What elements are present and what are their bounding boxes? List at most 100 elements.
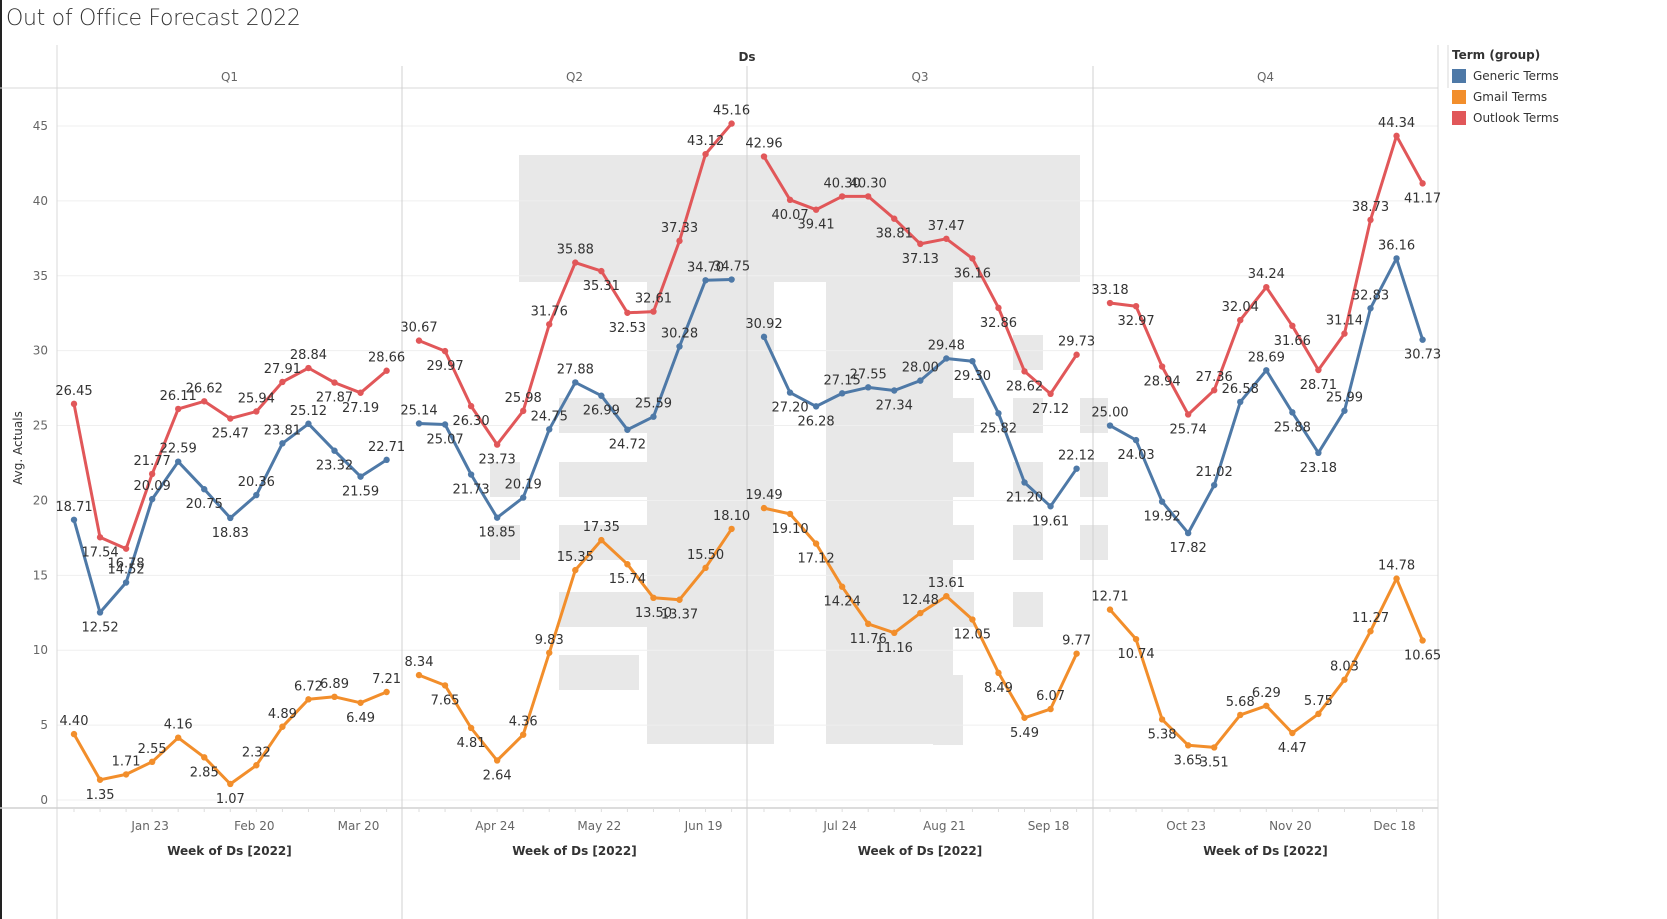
data-point[interactable] bbox=[598, 392, 605, 399]
data-point[interactable] bbox=[331, 447, 338, 454]
data-point[interactable] bbox=[227, 780, 234, 788]
data-point[interactable] bbox=[357, 389, 364, 396]
data-point[interactable] bbox=[676, 596, 683, 603]
data-point[interactable] bbox=[1132, 436, 1140, 444]
data-point[interactable] bbox=[1263, 367, 1270, 374]
data-point[interactable] bbox=[467, 402, 475, 410]
data-point[interactable] bbox=[1021, 714, 1028, 721]
data-point[interactable] bbox=[383, 456, 390, 464]
data-point[interactable] bbox=[624, 426, 631, 433]
data-point[interactable] bbox=[1341, 330, 1348, 337]
data-point[interactable] bbox=[201, 486, 208, 493]
data-point[interactable] bbox=[1419, 180, 1426, 187]
legend-item-generic-terms[interactable]: Generic Terms bbox=[1452, 65, 1559, 86]
data-point[interactable] bbox=[891, 629, 898, 637]
data-point[interactable] bbox=[760, 504, 768, 512]
data-point[interactable] bbox=[175, 405, 182, 413]
data-point[interactable] bbox=[1073, 465, 1080, 472]
data-point[interactable] bbox=[1158, 716, 1166, 723]
data-point[interactable] bbox=[1393, 575, 1400, 582]
data-point[interactable] bbox=[148, 495, 156, 503]
data-point[interactable] bbox=[1263, 283, 1270, 291]
data-point[interactable] bbox=[1106, 606, 1114, 613]
data-point[interactable] bbox=[70, 400, 78, 408]
legend-item-outlook-terms[interactable]: Outlook Terms bbox=[1452, 107, 1559, 128]
data-point[interactable] bbox=[493, 514, 501, 521]
data-point[interactable] bbox=[70, 516, 78, 523]
data-point[interactable] bbox=[1393, 132, 1400, 140]
data-point[interactable] bbox=[786, 510, 794, 518]
data-point[interactable] bbox=[1106, 299, 1114, 307]
data-point[interactable] bbox=[1237, 711, 1244, 719]
data-point[interactable] bbox=[383, 367, 390, 374]
data-point[interactable] bbox=[1184, 411, 1192, 418]
data-point[interactable] bbox=[493, 441, 501, 448]
data-point[interactable] bbox=[415, 671, 423, 679]
data-point[interactable] bbox=[969, 357, 976, 365]
data-point[interactable] bbox=[1211, 387, 1218, 394]
data-point[interactable] bbox=[995, 669, 1002, 677]
data-point[interactable] bbox=[1158, 498, 1166, 505]
data-point[interactable] bbox=[598, 536, 605, 544]
data-point[interactable] bbox=[865, 620, 872, 628]
data-point[interactable] bbox=[253, 762, 260, 769]
data-point[interactable] bbox=[891, 387, 898, 394]
data-point[interactable] bbox=[546, 649, 553, 656]
data-point[interactable] bbox=[865, 193, 872, 200]
legend-item-gmail-terms[interactable]: Gmail Terms bbox=[1452, 86, 1559, 107]
data-point[interactable] bbox=[441, 421, 449, 428]
data-point[interactable] bbox=[227, 415, 234, 422]
data-point[interactable] bbox=[305, 696, 312, 703]
data-point[interactable] bbox=[969, 616, 976, 623]
data-point[interactable] bbox=[148, 758, 156, 766]
data-point[interactable] bbox=[1315, 449, 1322, 457]
data-point[interactable] bbox=[1289, 409, 1296, 416]
data-point[interactable] bbox=[917, 240, 924, 248]
data-point[interactable] bbox=[702, 150, 709, 158]
data-point[interactable] bbox=[702, 564, 709, 572]
data-point[interactable] bbox=[1106, 422, 1114, 429]
data-point[interactable] bbox=[331, 379, 338, 386]
data-point[interactable] bbox=[1367, 305, 1374, 312]
data-point[interactable] bbox=[122, 579, 130, 586]
data-point[interactable] bbox=[467, 471, 475, 478]
data-point[interactable] bbox=[917, 609, 924, 617]
data-point[interactable] bbox=[279, 723, 286, 730]
data-point[interactable] bbox=[572, 379, 579, 386]
data-point[interactable] bbox=[624, 309, 631, 316]
data-point[interactable] bbox=[865, 384, 872, 391]
data-point[interactable] bbox=[650, 308, 657, 315]
data-point[interactable] bbox=[441, 682, 449, 689]
data-point[interactable] bbox=[227, 514, 234, 522]
data-point[interactable] bbox=[415, 337, 423, 344]
data-point[interactable] bbox=[943, 592, 950, 600]
data-point[interactable] bbox=[1047, 503, 1054, 510]
data-point[interactable] bbox=[1341, 676, 1348, 683]
data-point[interactable] bbox=[1419, 336, 1426, 343]
data-point[interactable] bbox=[786, 196, 794, 204]
data-point[interactable] bbox=[305, 420, 312, 427]
data-point[interactable] bbox=[598, 267, 605, 275]
data-point[interactable] bbox=[122, 771, 130, 778]
data-point[interactable] bbox=[995, 410, 1002, 417]
data-point[interactable] bbox=[96, 776, 104, 783]
data-point[interactable] bbox=[415, 420, 423, 427]
data-point[interactable] bbox=[891, 215, 898, 222]
data-point[interactable] bbox=[546, 321, 553, 328]
data-point[interactable] bbox=[969, 255, 976, 262]
data-point[interactable] bbox=[917, 377, 924, 384]
data-point[interactable] bbox=[1211, 744, 1218, 751]
data-point[interactable] bbox=[728, 276, 735, 283]
data-point[interactable] bbox=[572, 259, 579, 266]
data-point[interactable] bbox=[175, 458, 182, 465]
data-point[interactable] bbox=[493, 757, 501, 764]
data-point[interactable] bbox=[1047, 390, 1054, 398]
data-point[interactable] bbox=[760, 153, 768, 160]
data-point[interactable] bbox=[253, 491, 260, 499]
data-point[interactable] bbox=[1047, 705, 1054, 713]
data-point[interactable] bbox=[728, 120, 735, 127]
data-point[interactable] bbox=[148, 470, 156, 478]
data-point[interactable] bbox=[383, 688, 390, 696]
data-point[interactable] bbox=[786, 389, 794, 396]
data-point[interactable] bbox=[546, 426, 553, 433]
